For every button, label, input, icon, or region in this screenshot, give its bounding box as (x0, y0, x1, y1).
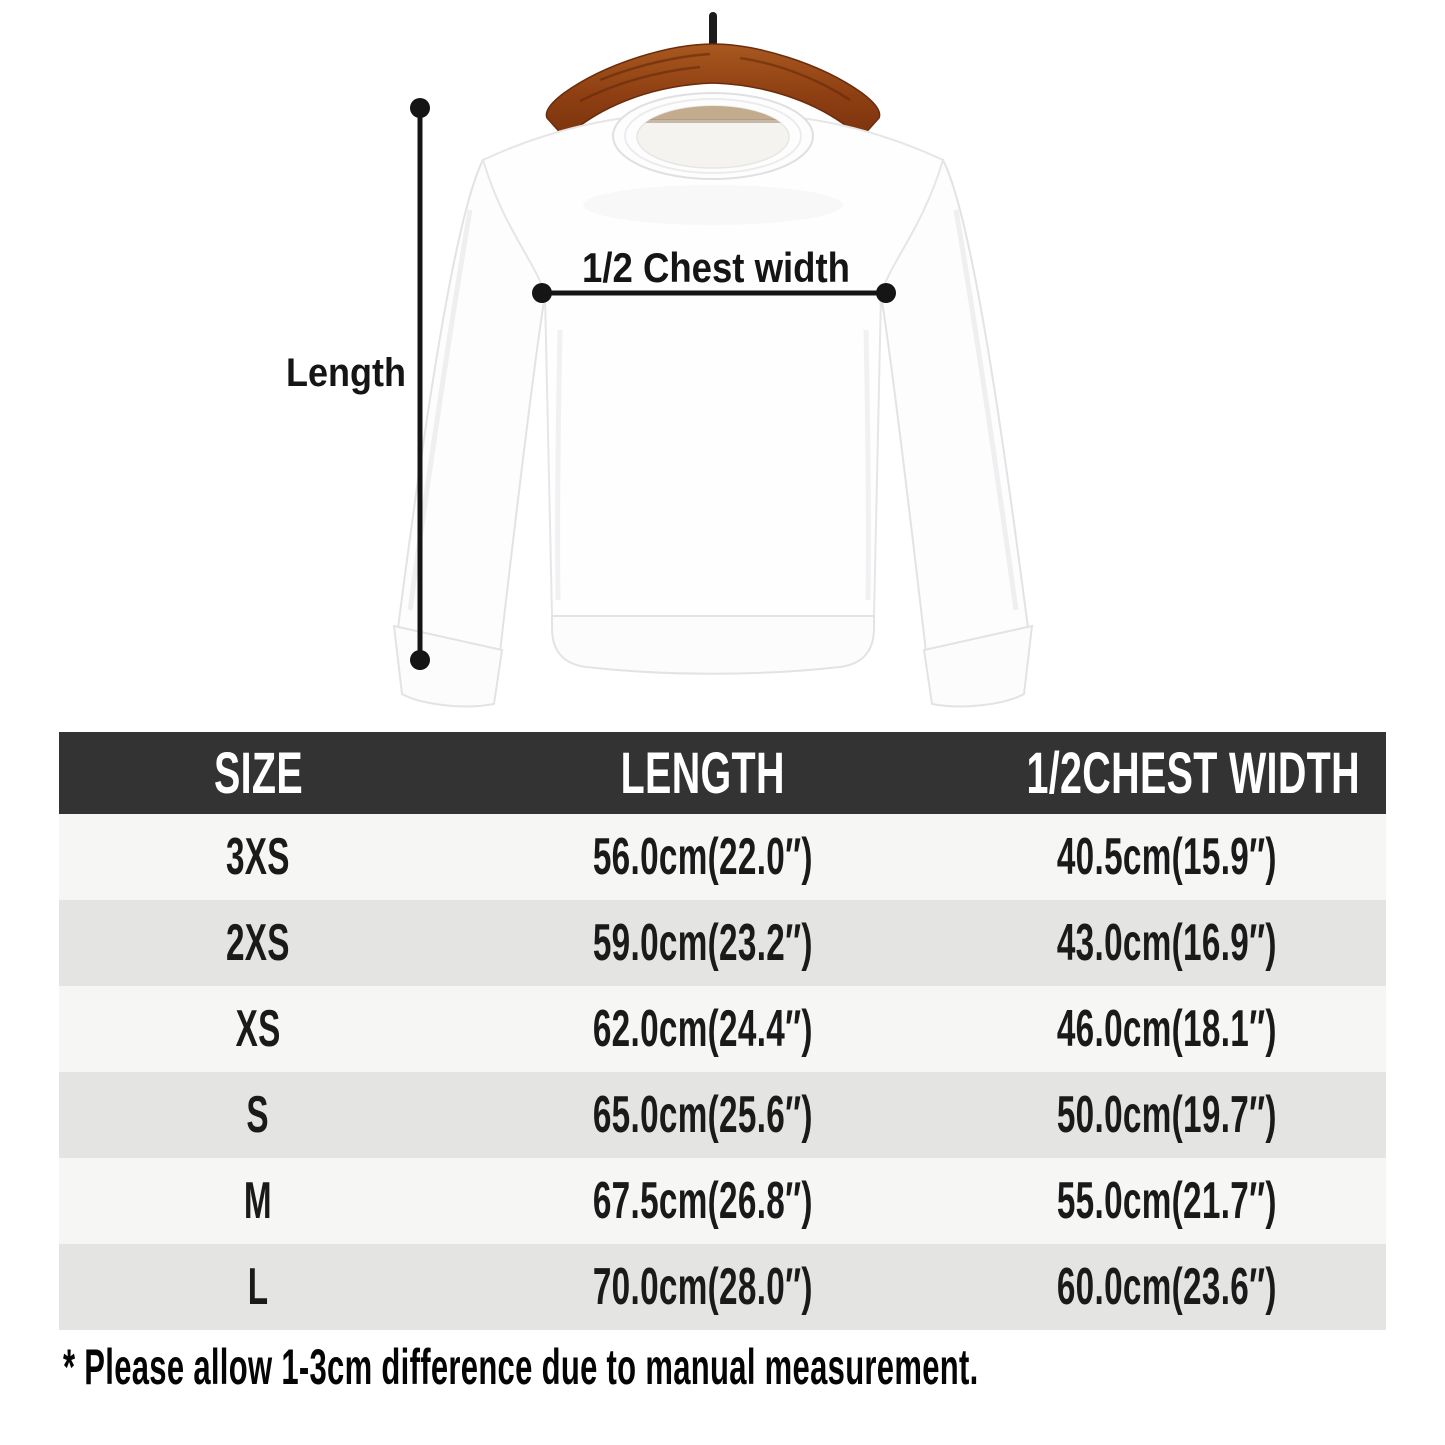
chest-cell: 60.0cm(23.6″) (1057, 1258, 1277, 1316)
length-cell: 59.0cm(23.2″) (592, 914, 813, 972)
size-cell: L (247, 1258, 269, 1316)
size-table-header: SIZE LENGTH 1/2CHEST WIDTH (59, 732, 1386, 814)
table-row-3xs: 3XS 56.0cm(22.0″) 40.5cm(15.9″) (59, 814, 1386, 900)
length-cell: 65.0cm(25.6″) (592, 1086, 813, 1144)
table-row-m: M 67.5cm(26.8″) 55.0cm(21.7″) (59, 1158, 1386, 1244)
garment-figure: Length 1/2 Chest width (286, 12, 1034, 708)
header-size: SIZE (213, 740, 303, 806)
size-cell: 3XS (226, 828, 290, 886)
size-cell: S (246, 1086, 270, 1144)
size-table: SIZE LENGTH 1/2CHEST WIDTH 3XS 56.0cm(22… (59, 732, 1386, 1330)
length-cell: 70.0cm(28.0″) (592, 1258, 813, 1316)
sweatshirt-diagram: Length 1/2 Chest width (286, 12, 1034, 708)
table-row-s: S 65.0cm(25.6″) 50.0cm(19.7″) (59, 1072, 1386, 1158)
length-cell: 62.0cm(24.4″) (592, 1000, 813, 1058)
chest-cell: 55.0cm(21.7″) (1057, 1172, 1277, 1230)
measurement-disclaimer: * Please allow 1-3cm difference due to m… (63, 1339, 979, 1395)
measurement-annotations: Length 1/2 Chest width (286, 98, 896, 670)
header-length: LENGTH (620, 740, 785, 806)
wooden-hanger-icon (545, 43, 881, 140)
sweatshirt-illustration (392, 92, 1034, 708)
table-row-2xs: 2XS 59.0cm(23.2″) 43.0cm(16.9″) (59, 900, 1386, 986)
chest-cell: 50.0cm(19.7″) (1057, 1086, 1277, 1144)
header-chest-width: 1/2CHEST WIDTH (1026, 740, 1360, 806)
length-cell: 56.0cm(22.0″) (592, 828, 813, 886)
chest-measure-line (532, 283, 896, 303)
chest-cell: 46.0cm(18.1″) (1057, 1000, 1277, 1058)
size-cell: M (244, 1172, 273, 1230)
size-cell: 2XS (226, 914, 290, 972)
size-cell: XS (235, 1000, 281, 1058)
table-row-l: L 70.0cm(28.0″) 60.0cm(23.6″) (59, 1244, 1386, 1330)
length-label: Length (286, 351, 406, 395)
chest-cell: 43.0cm(16.9″) (1057, 914, 1277, 972)
table-row-xs: XS 62.0cm(24.4″) 46.0cm(18.1″) (59, 986, 1386, 1072)
length-measure-line (410, 98, 430, 670)
chest-label: 1/2 Chest width (582, 244, 850, 291)
length-cell: 67.5cm(26.8″) (592, 1172, 813, 1230)
chest-cell: 40.5cm(15.9″) (1057, 828, 1277, 886)
